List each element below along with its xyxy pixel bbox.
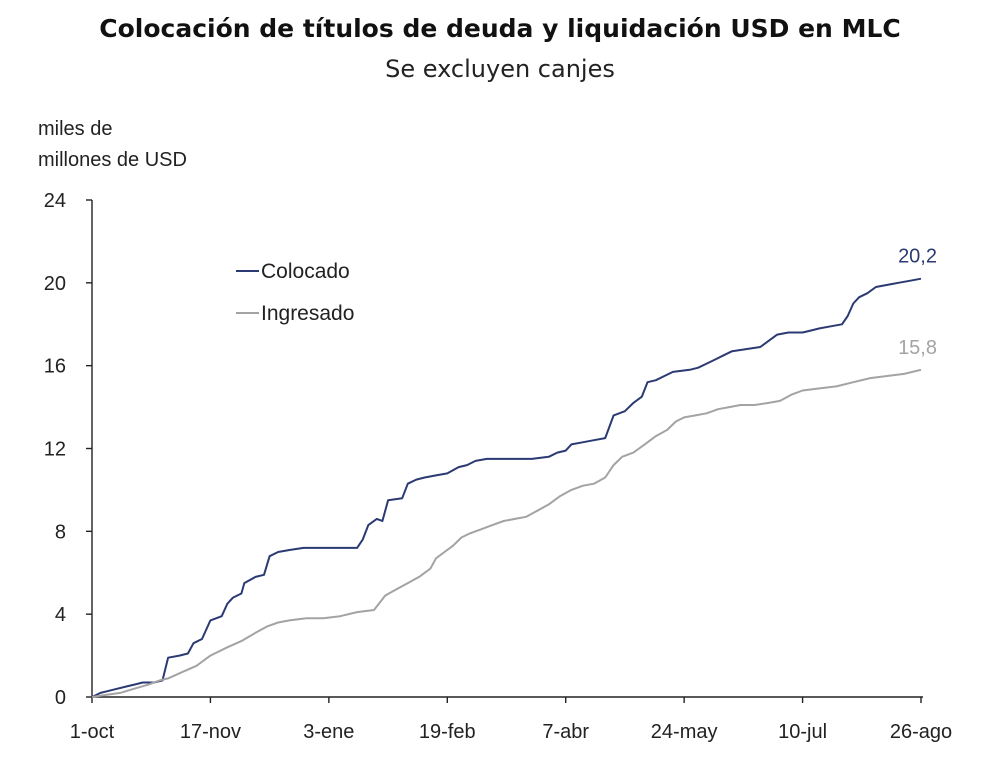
legend-label-ingresado: Ingresado [261, 302, 354, 325]
x-tick-label: 7-abr [542, 721, 589, 743]
y-tick-label: 12 [44, 439, 66, 461]
end-labels: 20,2 15,8 [898, 246, 937, 359]
axes: 0 4 8 12 16 20 24 1-oct 17-nov 3-ene 19-feb 7-abr 24… [44, 190, 952, 743]
series-line-ingresado [91, 368, 922, 698]
x-tick-label: 24-may [651, 721, 718, 743]
chart-title: Colocación de títulos de deuda y liquida… [99, 14, 901, 43]
x-tick-label: 26-ago [890, 721, 952, 743]
x-tick-label: 1-oct [70, 721, 115, 743]
series-line-colocado [91, 277, 922, 698]
y-tick-label: 0 [55, 687, 66, 709]
end-label-colocado: 20,2 [898, 246, 937, 268]
chart-subtitle: Se excluyen canjes [385, 55, 615, 83]
end-label-ingresado: 15,8 [898, 337, 937, 359]
x-tick-label: 3-ene [303, 721, 354, 743]
series-layer [91, 277, 922, 698]
y-tick-label: 20 [44, 273, 66, 295]
x-tick-label: 10-jul [778, 721, 827, 743]
y-tick-label: 16 [44, 356, 66, 378]
x-tick-label: 19-feb [419, 721, 476, 743]
y-tick-label: 8 [55, 521, 66, 543]
x-tick-label: 17-nov [180, 721, 241, 743]
legend-label-colocado: Colocado [261, 260, 350, 283]
y-axis-label: miles de millones de USD [38, 118, 187, 171]
y-tick-label: 24 [44, 190, 66, 212]
legend: Colocado Ingresado [236, 260, 354, 325]
y-tick-label: 4 [55, 604, 66, 626]
